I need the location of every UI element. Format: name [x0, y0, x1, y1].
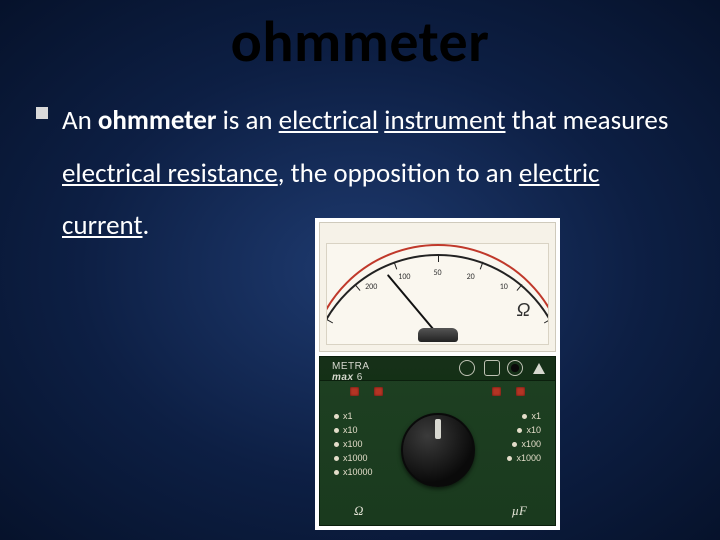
red-button [492, 387, 501, 396]
range-label: x1000 [507, 453, 541, 463]
range-label: x10 [334, 425, 358, 435]
text: . [143, 209, 150, 242]
panel-icon [484, 360, 500, 376]
text: , the opposition to an [278, 157, 519, 190]
range-label: x100 [334, 439, 363, 449]
needle-base [418, 328, 458, 342]
range-label: x10 [517, 425, 541, 435]
red-button [516, 387, 525, 396]
brand-line2-num: 6 [354, 372, 363, 383]
brand-label: METRA max 6 [332, 361, 370, 383]
gauge-label: 10 [500, 282, 508, 292]
panel-icon [507, 360, 523, 376]
range-label: x1 [522, 411, 541, 421]
range-label: x10000 [334, 467, 373, 477]
range-label: x1 [334, 411, 353, 421]
gauge-housing: 200 100 50 20 10 Ω [319, 222, 556, 352]
gauge-label: 200 [365, 282, 377, 292]
text-bold: ohmmeter [98, 104, 217, 137]
red-button [350, 387, 359, 396]
omega-icon: Ω [517, 298, 530, 322]
text: is an [216, 104, 278, 137]
unit-label-ohm: Ω [354, 503, 363, 519]
range-label: x1000 [334, 453, 368, 463]
link-text: instrument [384, 104, 505, 137]
unit-label-uf: µF [512, 503, 527, 519]
gauge-face: 200 100 50 20 10 Ω [326, 243, 549, 345]
panel-icon [459, 360, 475, 376]
gauge-label: 100 [398, 272, 410, 282]
control-panel: METRA max 6 x1 x10 x100 x1000 x10000 x1 … [319, 356, 556, 526]
bullet-icon [36, 107, 48, 119]
link-text: electrical resistance [62, 157, 278, 190]
link-text: electrical [279, 104, 378, 137]
red-button [374, 387, 383, 396]
gauge-label: 50 [433, 268, 441, 278]
text: that measures [506, 104, 669, 137]
gauge-label: 20 [467, 272, 475, 282]
panel-header: METRA max 6 [320, 357, 555, 381]
text: An [62, 104, 98, 137]
triangle-icon [533, 363, 545, 374]
ohmmeter-device: 200 100 50 20 10 Ω METRA max 6 x [315, 218, 560, 530]
range-label: x100 [512, 439, 541, 449]
gauge-tick [438, 254, 439, 262]
brand-line2: max [332, 372, 354, 383]
dial-indicator [435, 419, 441, 439]
brand-line1: METRA [332, 361, 370, 372]
rotary-dial [401, 413, 475, 487]
slide-title: ohmmeter [0, 0, 720, 77]
